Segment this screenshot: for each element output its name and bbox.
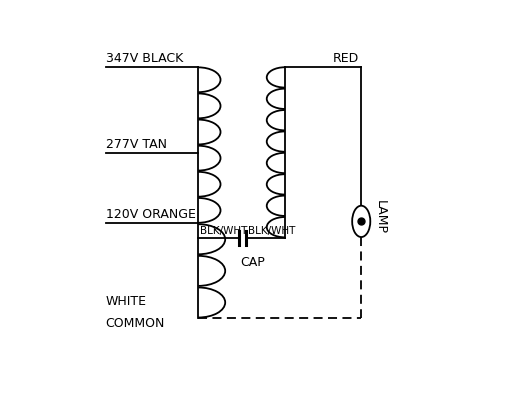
Text: 347V BLACK: 347V BLACK [106, 52, 183, 65]
Text: LAMP: LAMP [374, 200, 387, 234]
Ellipse shape [352, 206, 370, 237]
Text: WHITE: WHITE [106, 295, 146, 308]
Text: 120V ORANGE: 120V ORANGE [106, 209, 196, 222]
Text: RED: RED [333, 52, 359, 65]
Text: COMMON: COMMON [106, 317, 165, 330]
Text: 277V TAN: 277V TAN [106, 138, 167, 151]
Text: BLK/WHT: BLK/WHT [248, 226, 296, 236]
Text: BLK/WHT: BLK/WHT [200, 226, 248, 236]
Text: CAP: CAP [240, 256, 265, 270]
